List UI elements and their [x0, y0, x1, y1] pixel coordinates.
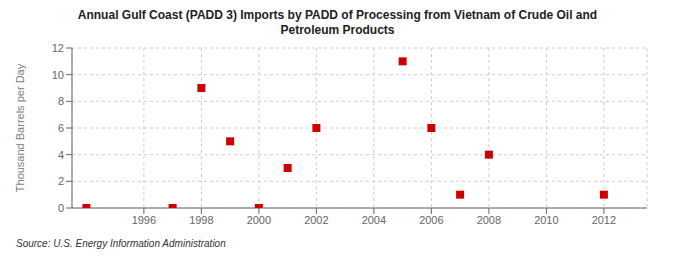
svg-text:2008: 2008: [477, 214, 501, 226]
svg-text:Thousand Barrels per Day: Thousand Barrels per Day: [14, 63, 26, 192]
html-text:Annual Gulf Coast (PADD 3) Imp: Annual Gulf Coast (PADD 3) Imports by PA…: [77, 8, 598, 22]
svg-text:6: 6: [58, 122, 64, 134]
html-text:Source: U.S. Energy Informatio: Source: U.S. Energy Information Administ…: [16, 238, 226, 249]
svg-text:2000: 2000: [247, 214, 271, 226]
svg-text:1996: 1996: [132, 214, 156, 226]
svg-text:2002: 2002: [304, 214, 328, 226]
svg-text:8: 8: [58, 95, 64, 107]
svg-text:2006: 2006: [419, 214, 443, 226]
svg-text:2: 2: [58, 175, 64, 187]
svg-text:2004: 2004: [362, 214, 386, 226]
svg-text:0: 0: [58, 202, 64, 214]
svg-text:1998: 1998: [189, 214, 213, 226]
svg-text:4: 4: [58, 149, 64, 161]
svg-text:2010: 2010: [534, 214, 558, 226]
svg-text:10: 10: [52, 69, 64, 81]
html-text:Petroleum Products: Petroleum Products: [280, 23, 395, 37]
svg-text:12: 12: [52, 42, 64, 54]
svg-text:2012: 2012: [592, 214, 616, 226]
